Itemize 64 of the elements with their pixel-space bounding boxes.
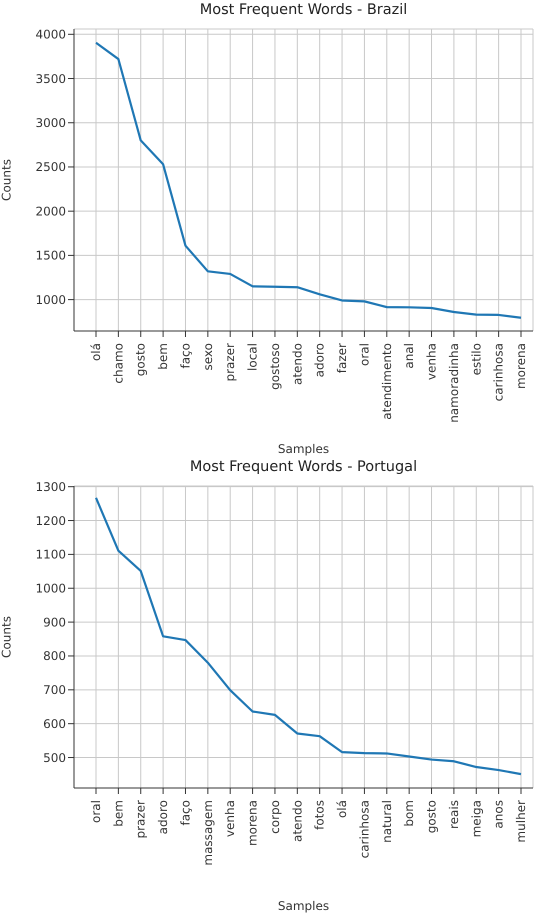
x-tick-label: faço <box>178 343 192 369</box>
x-tick-label: gosto <box>134 343 148 376</box>
y-tick-label: 600 <box>43 716 66 731</box>
y-tick-label: 2000 <box>35 204 66 218</box>
y-tick-label: 1100 <box>35 548 66 562</box>
x-tick-label: olá <box>89 343 103 362</box>
x-tick-label: venha <box>424 343 439 380</box>
x-tick-label: olá <box>335 800 350 818</box>
y-axis-title: Counts <box>0 616 14 658</box>
x-tick-label: morena <box>246 800 260 846</box>
x-tick-label: oral <box>357 343 372 366</box>
x-tick-label: estilo <box>469 343 484 376</box>
x-tick-label: meiga <box>469 800 484 838</box>
x-tick-label: reais <box>446 800 461 829</box>
x-tick-label: prazer <box>223 342 238 382</box>
line-series <box>94 496 522 776</box>
x-tick-label: sexo <box>200 343 215 370</box>
y-tick-label: 500 <box>43 750 66 765</box>
y-tick-label: 1000 <box>35 582 66 596</box>
x-tick-label: oral <box>89 800 103 823</box>
x-tick-label: massagem <box>200 800 215 866</box>
x-tick-label: atendimento <box>380 343 394 420</box>
x-tick-label: bom <box>402 800 416 827</box>
y-tick-label: 1200 <box>35 514 66 528</box>
x-tick-label: prazer <box>134 800 148 839</box>
x-tick-label: gosto <box>424 800 439 834</box>
y-tick-label: 900 <box>43 615 66 630</box>
x-tick-label: corpo <box>268 800 282 834</box>
x-tick-label: bem <box>111 800 126 827</box>
x-tick-label: mulher <box>514 800 528 843</box>
y-tick-label: 800 <box>43 649 66 664</box>
x-tick-label: gostoso <box>268 343 282 390</box>
chart-title: Most Frequent Words - Brazil <box>198 2 408 18</box>
x-tick-label: anal <box>402 343 416 369</box>
x-tick-label: anos <box>492 800 506 829</box>
y-tick-label: 1000 <box>35 292 66 307</box>
y-tick-label: 2500 <box>35 160 66 174</box>
x-tick-label: adoro <box>156 800 170 834</box>
y-tick-label: 3500 <box>35 72 66 86</box>
x-tick-label: atendo <box>290 800 304 842</box>
x-tick-label: bem <box>156 343 170 370</box>
y-tick-label: 4000 <box>35 28 66 42</box>
x-tick-label: local <box>246 343 260 371</box>
x-tick-label: carinhosa <box>357 800 372 858</box>
chart-title: Most Frequent Words - Portugal <box>188 459 418 475</box>
y-tick-label: 1500 <box>35 248 66 263</box>
x-tick-label: natural <box>380 800 394 843</box>
x-tick-label: carinhosa <box>492 343 506 402</box>
x-tick-label: fotos <box>312 800 327 830</box>
y-axis-title: Counts <box>0 159 14 201</box>
line-series <box>94 42 522 319</box>
x-tick-label: atendo <box>290 343 304 386</box>
y-tick-label: 3000 <box>35 116 66 130</box>
y-tick-label: 1300 <box>35 480 66 494</box>
x-tick-label: morena <box>514 343 528 390</box>
x-tick-label: fazer <box>335 342 350 374</box>
x-tick-label: venha <box>223 800 238 838</box>
x-tick-label: namoradinha <box>446 343 461 423</box>
y-tick-label: 700 <box>43 683 66 698</box>
x-axis-title: Samples <box>278 442 330 456</box>
x-tick-label: adoro <box>312 343 327 378</box>
x-tick-label: faço <box>178 800 192 826</box>
x-tick-label: chamo <box>111 343 126 384</box>
x-axis-title: Samples <box>278 899 330 913</box>
